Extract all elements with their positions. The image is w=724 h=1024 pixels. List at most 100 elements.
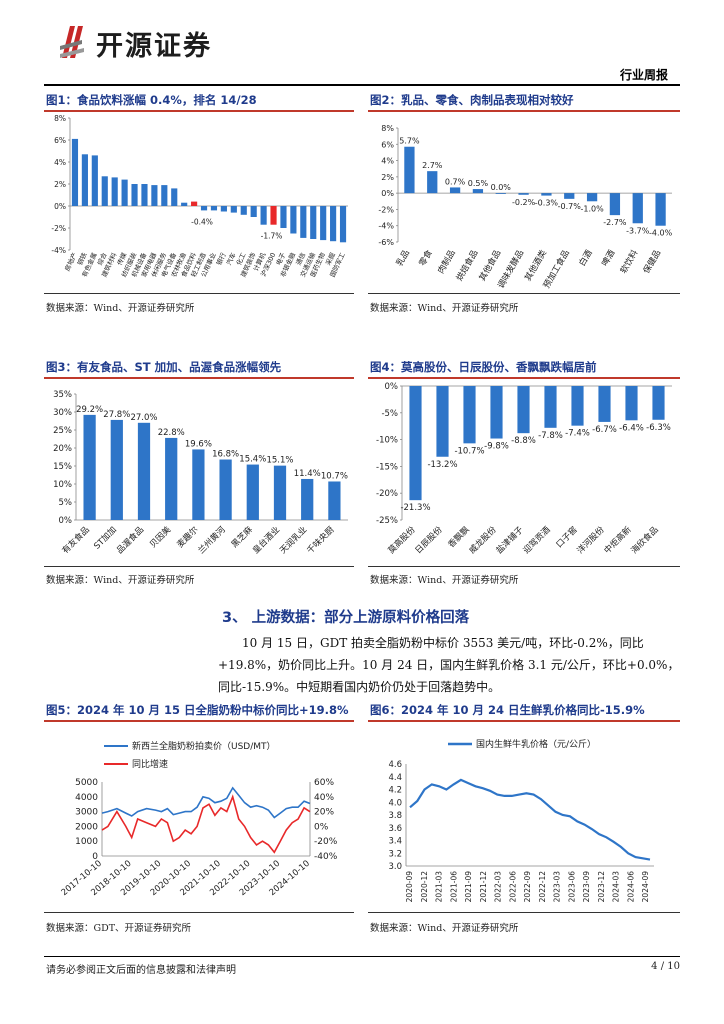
bar-调味发酵品 (518, 193, 529, 195)
bar-乳品 (404, 146, 415, 194)
fig1-source: 数据来源：Wind、开源证券研究所 (46, 303, 195, 314)
fig4-title-rule (368, 377, 680, 379)
x-tick-label: 2023-12 (597, 871, 606, 903)
bar-交通运输 (310, 206, 317, 239)
y-right-tick-label: 20% (314, 808, 334, 818)
bar-口子窖 (571, 386, 584, 426)
category-label: 乳品 (394, 248, 412, 268)
bar-电气设备 (171, 188, 178, 206)
bar-value-label: -13.2% (427, 460, 457, 470)
fig3-source-rule (44, 566, 354, 567)
x-tick-label: 2022-09 (523, 871, 532, 903)
y-tick-label: 15% (53, 462, 72, 472)
legend-label-yoy: 同比增速 (132, 758, 168, 770)
bar-软饮料 (632, 193, 643, 224)
bar-贝因美 (165, 437, 178, 520)
fig2-title-rule (368, 110, 680, 112)
y-tick-label: 6% (54, 136, 66, 145)
category-label: 洋河股份 (575, 524, 607, 556)
bar-迎驾贡酒 (544, 386, 557, 428)
bar-其他酒类 (541, 193, 552, 196)
bar-天润乳业 (301, 478, 314, 520)
bar-医药生物 (320, 206, 327, 241)
brand-logo-icon (60, 26, 84, 58)
bar-value-label: -0.7% (558, 202, 582, 211)
bar-农林牧渔 (181, 202, 188, 206)
fig1-title-rule (44, 110, 354, 112)
y-tick-label: 25% (53, 426, 72, 436)
bar-黑芝麻 (246, 464, 259, 520)
fig5-source: 数据来源：GDT、开源证券研究所 (46, 923, 192, 934)
bar-综合 (101, 176, 108, 206)
x-tick-label: 2022-12 (538, 871, 547, 903)
report-type: 行业周报 (619, 68, 668, 82)
bar-value-label: 19.6% (185, 439, 212, 449)
y-tick-label: -10% (376, 436, 398, 446)
bar-value-label: -1.0% (580, 204, 604, 213)
bar-肉制品 (449, 187, 461, 194)
bar-非银金融 (290, 206, 297, 234)
y-left-tick-label: 1000 (75, 837, 98, 847)
bar-value-label: -6.7% (592, 425, 617, 435)
y-right-tick-label: -20% (314, 837, 338, 847)
page-number: 4 / 10 (651, 961, 680, 972)
bar-休闲服务 (161, 185, 168, 206)
fig3-title-rule (44, 377, 354, 379)
y-tick-label: 3.0 (388, 862, 402, 872)
section-paragraph: 10 月 15 日，GDT 拍卖全脂奶粉中标价 3553 美元/吨，环比-0.2… (218, 636, 680, 694)
bar-value-label: -0.3% (535, 199, 559, 208)
bar-value-label: -8.8% (511, 436, 536, 446)
x-tick-label: 2020-12 (420, 871, 429, 903)
bar-兰州黄河 (219, 459, 232, 520)
fig4-chart: 0% -5% -10% -15% -20% -25%-21.3% 莫高股份 -13.2% 日辰股… (376, 382, 672, 556)
fig4-source: 数据来源：Wind、开源证券研究所 (370, 575, 519, 586)
y-left-tick-label: 2000 (75, 822, 98, 832)
category-label: 麦趣尔 (175, 524, 201, 550)
bar-品渥食品 (137, 422, 151, 520)
category-label: 莫高股份 (386, 524, 418, 556)
fig6-chart: 国内生鲜牛乳价格（元/公斤） 4.6 4.4 4.2 4.0 3.8 3.6 3.4 3.2 3.… (388, 738, 654, 903)
category-label: 兰州黄河 (196, 524, 228, 556)
bar-value-label: -10.7% (454, 446, 484, 456)
category-label: 迎驾贡酒 (521, 524, 553, 556)
y-tick-label: 8% (381, 124, 394, 133)
bar-value-label: 2.7% (422, 161, 443, 170)
bar-电子 (280, 206, 287, 228)
brand-name: 开源证券 (96, 31, 212, 62)
bar-威龙股份 (490, 386, 503, 439)
category-label: 香飘飘 (446, 524, 472, 550)
bar-annotation: -1.7% (261, 232, 283, 241)
bar-传媒 (121, 179, 128, 206)
bar-value-label: 0.7% (445, 177, 466, 186)
bar-annotation: -0.4% (191, 217, 213, 226)
category-label: 啤酒 (599, 248, 617, 269)
fig4-source-rule (368, 566, 680, 567)
bar-ST加加 (110, 419, 123, 520)
category-label: 贝因美 (148, 524, 174, 550)
footer-disclaimer: 请务必参阅正文后面的信息披露和法律声明 (46, 965, 236, 976)
y-tick-label: 35% (53, 390, 72, 400)
fig6-source-rule (368, 912, 680, 913)
bar-value-label: -7.4% (565, 429, 590, 439)
x-tick-label: 2021-09 (464, 871, 473, 903)
category-label: 天润乳业 (277, 524, 309, 556)
category-label: 有友食品 (60, 524, 92, 556)
x-tick-label: 2023-03 (553, 871, 562, 903)
bar-value-label: -21.3% (400, 503, 430, 513)
section-title: 3、 上游数据：部分上游原料价格回落 (222, 610, 470, 626)
bar-value-label: -9.8% (484, 442, 509, 452)
fig5-source-rule (44, 912, 354, 913)
bar-莫高股份 (409, 386, 422, 501)
bar-汽车 (230, 206, 237, 213)
fig1-chart: 8%6%4%2%0%-2%-4%房地产钢铁有色金属综合建筑材料传媒纺织服装机械设… (51, 114, 348, 278)
x-tick-label: 2021-03 (435, 871, 444, 903)
bar-value-label: 11.4% (294, 469, 321, 479)
brand-logo (58, 20, 88, 62)
category-label: 日辰股份 (413, 524, 445, 556)
fig3-chart: 35% 30% 25% 20% 15% 10% 5% 0% 29.2% 有友食品 27.8% ST加加… (53, 390, 348, 556)
y-tick-label: 3.6 (388, 824, 402, 834)
y-right-tick-label: -40% (314, 852, 338, 862)
x-tick-label: 2021-12 (479, 871, 488, 903)
y-tick-label: 20% (53, 444, 72, 454)
y-tick-label: -2% (378, 205, 394, 214)
